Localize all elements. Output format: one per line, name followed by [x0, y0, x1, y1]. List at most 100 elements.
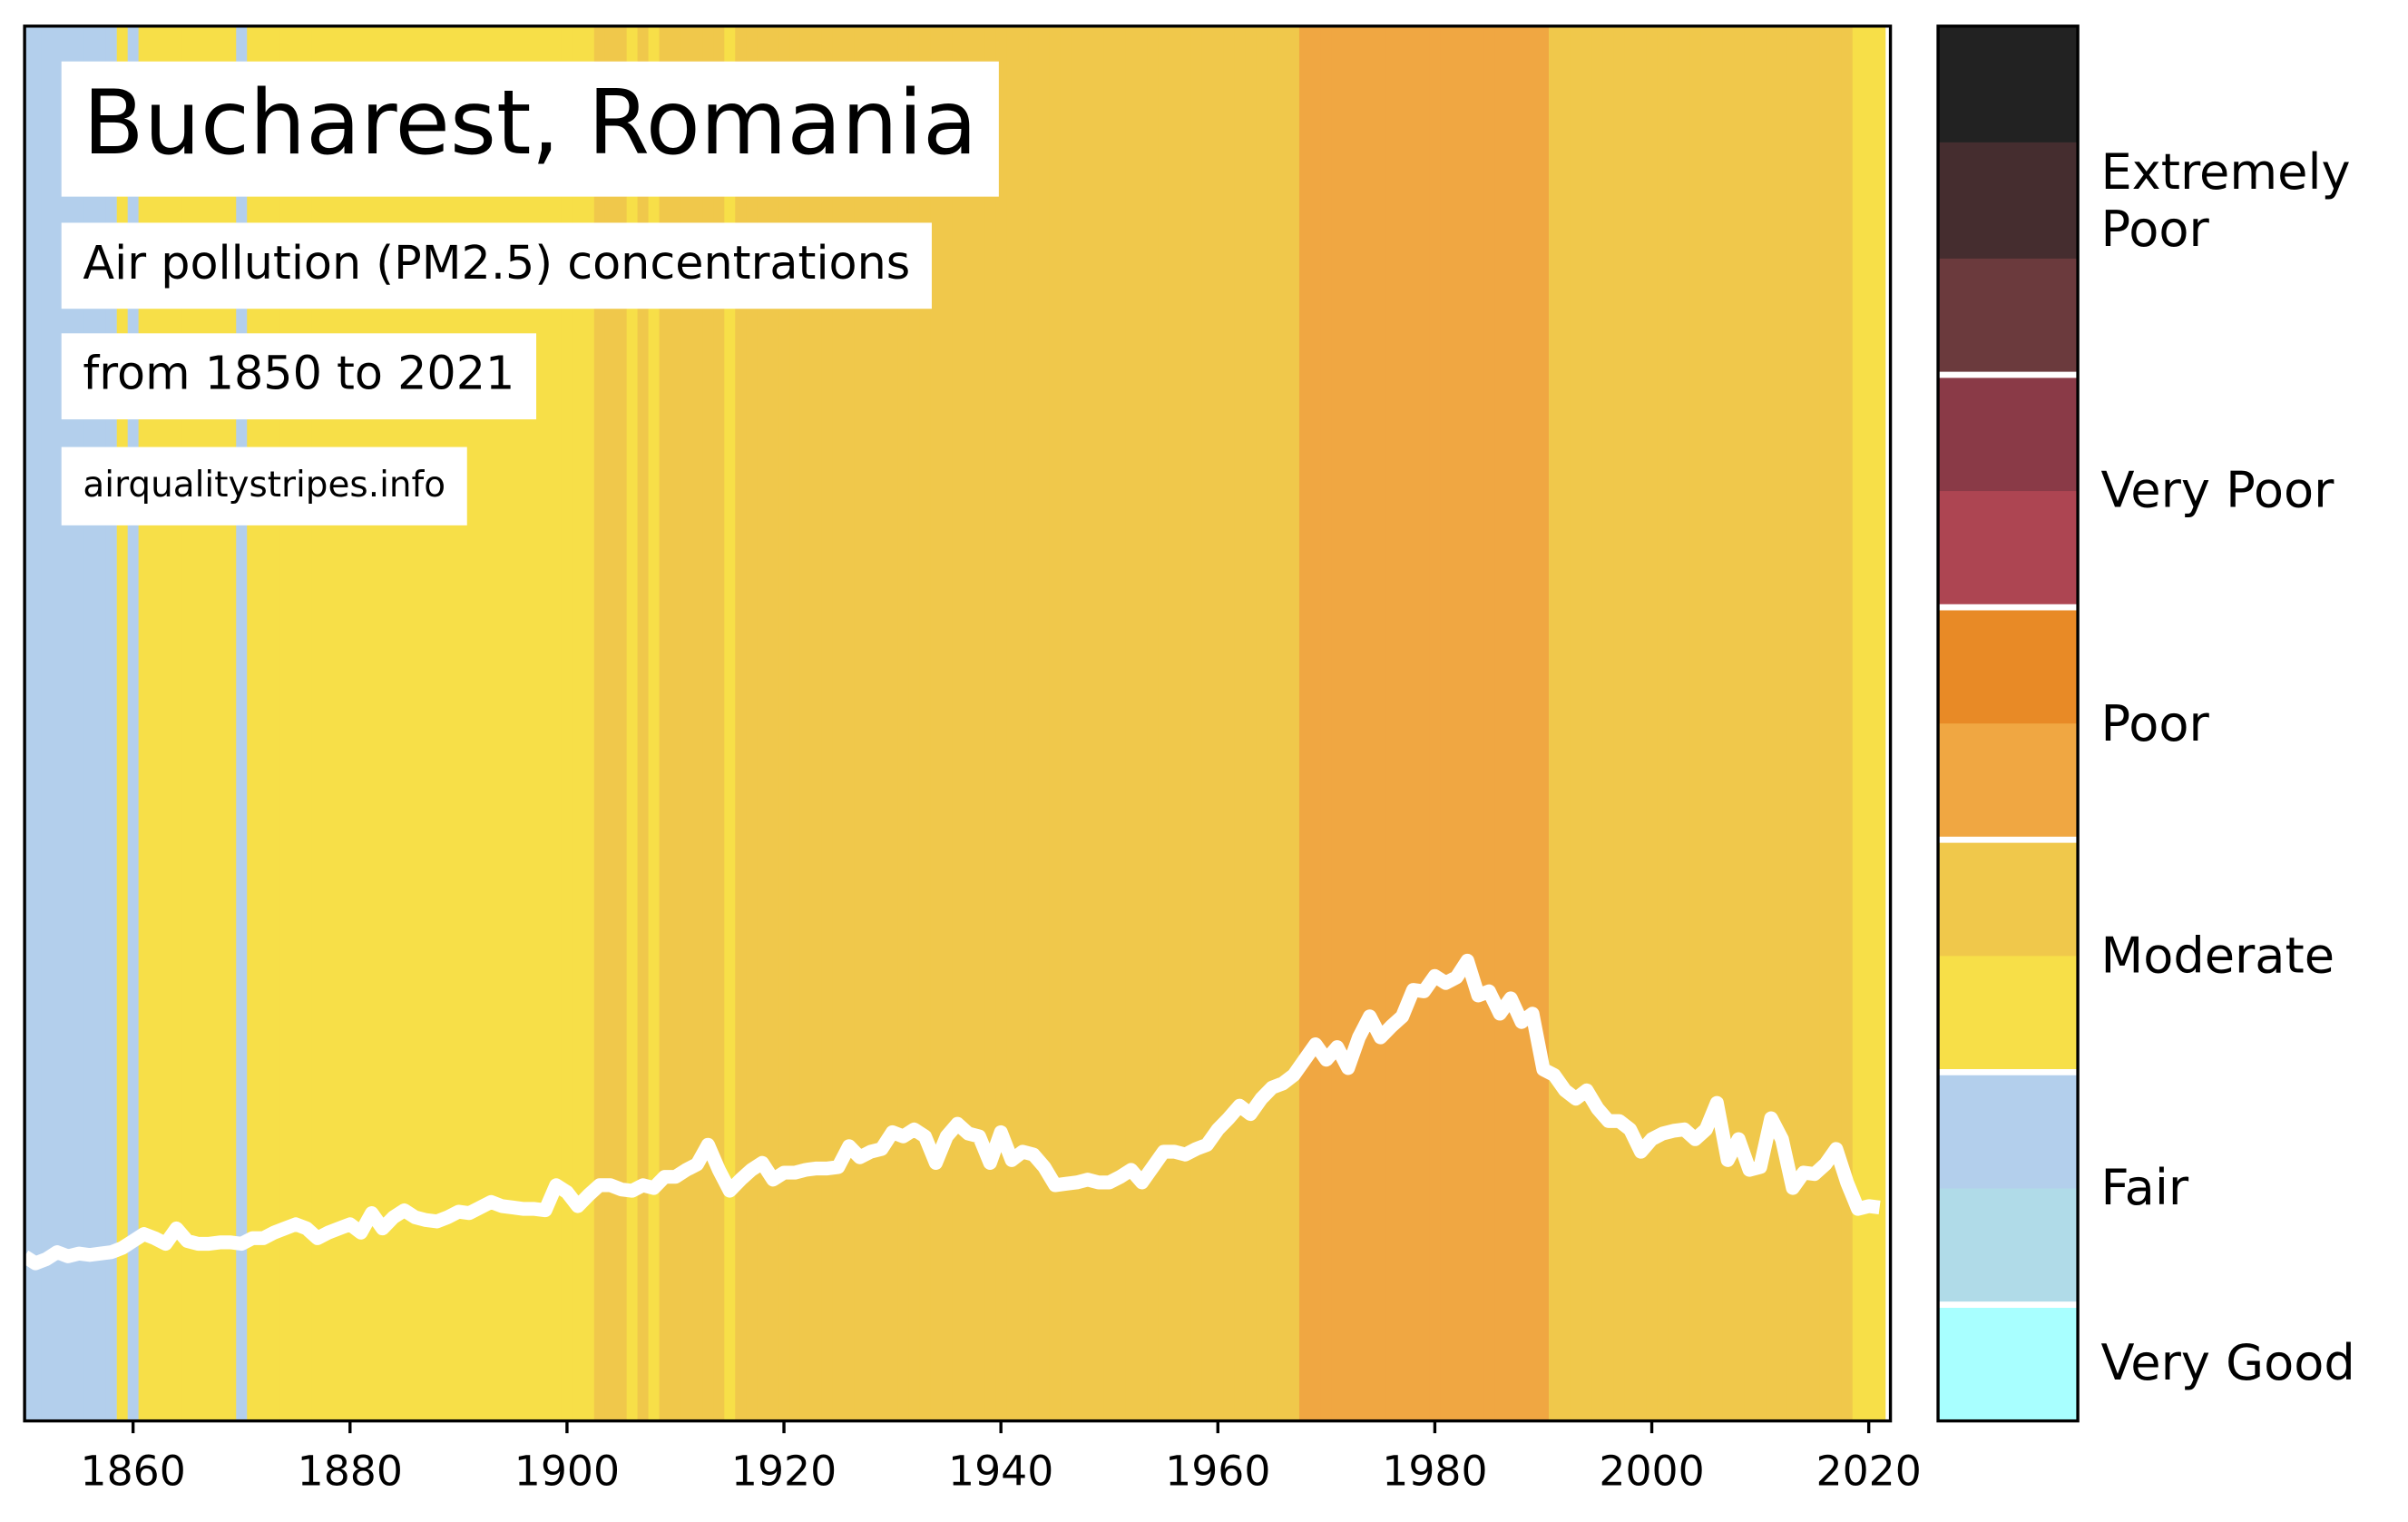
stripe	[1320, 25, 1333, 1421]
stripe	[799, 25, 812, 1421]
stripe	[865, 25, 877, 1421]
stripe	[778, 25, 790, 1421]
x-tick-label: 1920	[731, 1448, 837, 1496]
x-tick-label: 1960	[1165, 1448, 1270, 1496]
colorbar-label-box: Moderate	[2100, 927, 2335, 983]
colorbar-label: Very Poor	[2100, 461, 2335, 520]
colorbar-swatch	[1938, 723, 2079, 840]
stripe	[51, 25, 64, 1421]
stripe	[821, 25, 834, 1421]
subtitle: Air pollution (PM2.5) concentrations	[83, 236, 910, 290]
stripe	[757, 25, 768, 1421]
stripe	[1830, 25, 1843, 1421]
pollution-line	[24, 953, 1881, 1271]
stripe	[1483, 25, 1495, 1421]
stripe	[1039, 25, 1051, 1421]
stripe	[1852, 25, 1865, 1421]
stripe	[1169, 25, 1181, 1421]
stripe	[1245, 25, 1257, 1421]
stripe	[1190, 25, 1203, 1421]
stripe	[626, 25, 639, 1421]
stripe	[1234, 25, 1246, 1421]
stripe	[1277, 25, 1289, 1421]
colorbar-swatch	[1938, 1188, 2079, 1306]
stripe	[735, 25, 747, 1421]
stripe	[1180, 25, 1192, 1421]
source-box	[61, 447, 467, 525]
colorbar-label: Fair	[2100, 1158, 2189, 1217]
stripe	[691, 25, 704, 1421]
stripe	[854, 25, 866, 1421]
colorbar-swatch	[1938, 956, 2079, 1073]
stripe	[1841, 25, 1854, 1421]
stripe	[702, 25, 715, 1421]
stripe	[941, 25, 954, 1421]
x-tick-label: 1980	[1382, 1448, 1487, 1496]
stripe	[963, 25, 974, 1421]
stripe	[1147, 25, 1160, 1421]
x-tick-label: 1940	[948, 1448, 1053, 1496]
stripe	[24, 25, 31, 1421]
colorbar-swatch	[1938, 607, 2079, 724]
stripe	[908, 25, 921, 1421]
x-tick-label: 2000	[1599, 1448, 1704, 1496]
stripe	[1071, 25, 1083, 1421]
stripe	[1527, 25, 1539, 1421]
stripe	[1808, 25, 1821, 1421]
stripe	[637, 25, 650, 1421]
stripe	[1309, 25, 1322, 1421]
stripe	[713, 25, 725, 1421]
stripe	[1668, 25, 1680, 1421]
stripe	[886, 25, 899, 1421]
period-box	[61, 333, 537, 420]
stripe	[561, 25, 573, 1421]
stripe	[670, 25, 682, 1421]
x-tick-label: 2020	[1816, 1448, 1922, 1496]
stripe	[974, 25, 985, 1421]
stripe	[680, 25, 693, 1421]
colorbar-label-box: Extremely Poor	[2100, 143, 2350, 257]
stripe	[1103, 25, 1116, 1421]
stripe	[1559, 25, 1571, 1421]
stripe	[1602, 25, 1615, 1421]
stripe	[1006, 25, 1018, 1421]
stripe	[843, 25, 856, 1421]
stripe	[1385, 25, 1398, 1421]
stripe	[1049, 25, 1062, 1421]
x-tick-label: 1880	[298, 1448, 403, 1496]
stripe	[1288, 25, 1300, 1421]
stripe	[768, 25, 779, 1421]
stripe	[1548, 25, 1561, 1421]
stripe	[1516, 25, 1528, 1421]
chart-title: Bucharest, Romania	[83, 72, 977, 175]
source: airqualitystripes.info	[83, 465, 445, 506]
stripe	[1797, 25, 1810, 1421]
stripe	[897, 25, 910, 1421]
stripe	[1440, 25, 1453, 1421]
stripe	[1766, 25, 1777, 1421]
stripe	[1298, 25, 1311, 1421]
colorbar-label: Poor	[2100, 693, 2209, 752]
plot-frame	[23, 25, 1893, 1423]
stripe	[1375, 25, 1387, 1421]
colorbar-swatch	[1938, 491, 2079, 608]
colorbar-label-box: Very Poor	[2100, 461, 2335, 520]
stripe	[1082, 25, 1094, 1421]
stripe	[1418, 25, 1431, 1421]
stripe	[832, 25, 845, 1421]
stripe	[930, 25, 943, 1421]
colorbar-swatch	[1938, 1072, 2079, 1189]
stripe	[1396, 25, 1409, 1421]
title-block: Bucharest, Romania Air pollution (PM2.5)…	[61, 61, 999, 525]
stripe	[1451, 25, 1463, 1421]
stripe	[1733, 25, 1745, 1421]
stripe	[995, 25, 1007, 1421]
colorbar-swatch	[1938, 142, 2079, 260]
stripe	[1256, 25, 1268, 1421]
stripe	[1581, 25, 1593, 1421]
stripe	[1624, 25, 1637, 1421]
stripe	[1874, 25, 1886, 1421]
stripe	[1494, 25, 1506, 1421]
stripe	[582, 25, 595, 1421]
